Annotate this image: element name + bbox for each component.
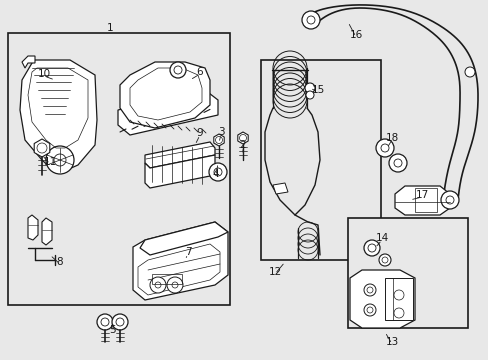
Polygon shape bbox=[140, 222, 227, 255]
Text: 7: 7 bbox=[184, 247, 191, 257]
Circle shape bbox=[208, 163, 226, 181]
Polygon shape bbox=[133, 222, 227, 300]
Circle shape bbox=[388, 154, 406, 172]
Circle shape bbox=[174, 66, 182, 74]
Text: 11: 11 bbox=[43, 157, 57, 167]
Polygon shape bbox=[118, 90, 218, 135]
Circle shape bbox=[378, 254, 390, 266]
Circle shape bbox=[305, 83, 314, 93]
Circle shape bbox=[97, 314, 113, 330]
Polygon shape bbox=[42, 218, 52, 245]
Text: 17: 17 bbox=[414, 190, 428, 200]
Bar bbox=[414, 188, 436, 212]
Text: 10: 10 bbox=[38, 69, 50, 79]
Text: 13: 13 bbox=[385, 337, 398, 347]
Polygon shape bbox=[213, 134, 224, 146]
Text: 18: 18 bbox=[385, 133, 398, 143]
Polygon shape bbox=[145, 142, 215, 168]
Bar bbox=[152, 274, 182, 284]
Text: 1: 1 bbox=[106, 23, 113, 33]
Text: 12: 12 bbox=[268, 267, 281, 277]
Circle shape bbox=[375, 139, 393, 157]
Text: 9: 9 bbox=[196, 128, 203, 138]
Bar bbox=[261, 60, 380, 260]
Circle shape bbox=[155, 282, 161, 288]
Polygon shape bbox=[349, 270, 414, 328]
Circle shape bbox=[305, 91, 313, 99]
Circle shape bbox=[440, 191, 458, 209]
Polygon shape bbox=[394, 186, 449, 215]
Text: 5: 5 bbox=[109, 325, 116, 335]
Polygon shape bbox=[120, 62, 209, 128]
Circle shape bbox=[150, 277, 165, 293]
Text: 4: 4 bbox=[212, 169, 219, 179]
Polygon shape bbox=[272, 183, 287, 194]
Circle shape bbox=[302, 11, 319, 29]
Polygon shape bbox=[34, 139, 50, 157]
Circle shape bbox=[37, 143, 47, 153]
Circle shape bbox=[167, 277, 183, 293]
Circle shape bbox=[46, 146, 74, 174]
Text: 16: 16 bbox=[348, 30, 362, 40]
Polygon shape bbox=[145, 155, 215, 188]
Text: 15: 15 bbox=[311, 85, 324, 95]
Bar bbox=[8, 33, 229, 305]
Circle shape bbox=[172, 282, 178, 288]
Text: 2: 2 bbox=[239, 140, 246, 150]
Circle shape bbox=[215, 136, 222, 144]
Polygon shape bbox=[28, 215, 38, 240]
Polygon shape bbox=[22, 56, 35, 68]
Bar bbox=[384, 278, 412, 320]
Text: 14: 14 bbox=[375, 233, 388, 243]
Polygon shape bbox=[20, 60, 97, 172]
Circle shape bbox=[464, 67, 474, 77]
Text: 6: 6 bbox=[196, 67, 203, 77]
Circle shape bbox=[363, 240, 379, 256]
Circle shape bbox=[239, 135, 246, 141]
Text: 3: 3 bbox=[217, 127, 224, 137]
Circle shape bbox=[112, 314, 128, 330]
Circle shape bbox=[54, 154, 66, 166]
Polygon shape bbox=[237, 132, 248, 144]
Bar bbox=[347, 218, 467, 328]
Circle shape bbox=[170, 62, 185, 78]
Text: 8: 8 bbox=[57, 257, 63, 267]
